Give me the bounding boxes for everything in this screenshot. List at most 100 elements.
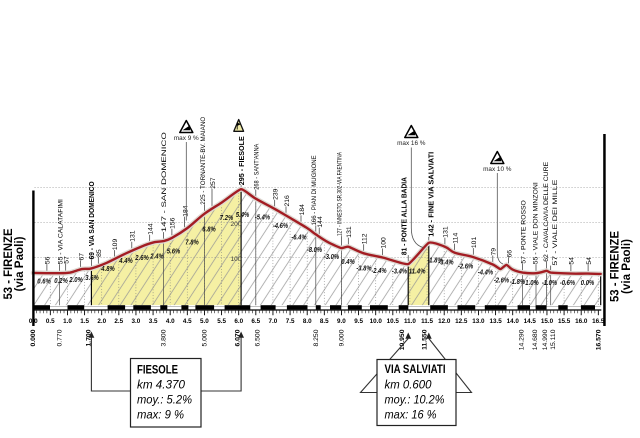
svg-text:-0.6%: -0.6% (560, 278, 576, 287)
svg-text:144: 144 (148, 223, 155, 235)
svg-text:239: 239 (273, 188, 280, 200)
svg-text:147 - SAN DOMENICO: 147 - SAN DOMENICO (161, 132, 168, 232)
svg-text:-2.6%: -2.6% (458, 262, 474, 271)
svg-text:max 16 %: max 16 % (397, 140, 426, 147)
svg-text:53 - FIRENZE: 53 - FIRENZE (3, 228, 15, 299)
svg-text:-2.4%: -2.4% (371, 266, 387, 275)
svg-text:km 0.600: km 0.600 (385, 377, 432, 391)
svg-text:11.0: 11.0 (404, 318, 416, 325)
svg-text:-3.4%: -3.4% (438, 258, 454, 267)
svg-text:62 - CAVALCAVIA DELLE CURE: 62 - CAVALCAVIA DELLE CURE (543, 161, 550, 261)
svg-text:5.5: 5.5 (217, 318, 226, 325)
svg-text:54: 54 (586, 257, 593, 265)
svg-text:3.5: 3.5 (149, 318, 158, 325)
svg-text:166 - PIAN DI MUGNONE: 166 - PIAN DI MUGNONE (311, 155, 318, 225)
svg-text:1.5: 1.5 (80, 318, 89, 325)
svg-text:295 - FIESOLE: 295 - FIESOLE (239, 136, 246, 185)
svg-text:-6.4%: -6.4% (291, 233, 307, 242)
svg-text:km 4.370: km 4.370 (137, 378, 185, 392)
svg-text:9.0: 9.0 (337, 318, 346, 325)
svg-text:81 - PONTE ALLA BADIA: 81 - PONTE ALLA BADIA (402, 177, 409, 255)
svg-text:11.550: 11.550 (421, 329, 428, 350)
svg-text:200: 200 (230, 221, 241, 228)
svg-text:14.990: 14.990 (542, 329, 549, 350)
svg-text:127 - INNESTO SR.302-VIA FAENT: 127 - INNESTO SR.302-VIA FAENTINA (336, 152, 343, 236)
svg-text:114: 114 (452, 233, 459, 244)
svg-text:-3.8%: -3.8% (356, 264, 372, 273)
svg-text:-1.0%: -1.0% (542, 278, 558, 287)
svg-text:6.0: 6.0 (234, 318, 243, 325)
svg-text:4.4%: 4.4% (118, 256, 133, 265)
svg-text:9.000: 9.000 (338, 329, 345, 346)
svg-text:moy.: 5.2%: moy.: 5.2% (137, 393, 192, 407)
svg-text:6.070: 6.070 (235, 329, 242, 346)
svg-text:1.0: 1.0 (63, 318, 72, 325)
svg-text:12.0: 12.0 (438, 318, 451, 325)
svg-text:3.0: 3.0 (132, 318, 141, 325)
svg-text:-4.6%: -4.6% (273, 221, 289, 230)
svg-text:15.0: 15.0 (541, 318, 554, 325)
svg-text:13.5: 13.5 (489, 318, 502, 325)
svg-text:0.0%: 0.0% (581, 278, 595, 287)
svg-text:10.950: 10.950 (399, 329, 406, 350)
svg-text:6.500: 6.500 (254, 329, 261, 346)
svg-text:4.5: 4.5 (183, 318, 192, 325)
svg-text:184: 184 (182, 205, 189, 217)
svg-text:0.5: 0.5 (46, 318, 55, 325)
svg-text:3.800: 3.800 (160, 329, 167, 346)
svg-text:-1.8%: -1.8% (510, 277, 526, 286)
svg-text:max: 16 %: max: 16 % (385, 407, 437, 421)
svg-text:10.5: 10.5 (387, 318, 400, 325)
svg-text:1.700: 1.700 (85, 329, 92, 346)
svg-text:79: 79 (491, 248, 498, 256)
svg-text:14.290: 14.290 (519, 329, 526, 350)
svg-text:56: 56 (45, 256, 52, 264)
svg-text:144: 144 (317, 216, 324, 228)
svg-text:2.4%: 2.4% (149, 252, 164, 261)
svg-text:9.5: 9.5 (354, 318, 363, 325)
svg-text:131: 131 (443, 226, 450, 238)
svg-text:moy.: 10.2%: moy.: 10.2% (385, 392, 445, 406)
svg-text:100: 100 (230, 256, 241, 263)
svg-text:5.6%: 5.6% (167, 247, 181, 256)
svg-text:6.5: 6.5 (251, 318, 260, 325)
svg-text:14.0: 14.0 (507, 318, 520, 325)
svg-text:2.6%: 2.6% (134, 253, 149, 262)
svg-text:66: 66 (506, 250, 513, 258)
svg-text:VIA SALVIATI: VIA SALVIATI (385, 362, 446, 376)
svg-text:8.0: 8.0 (303, 318, 312, 325)
svg-text:11.4%: 11.4% (409, 267, 426, 276)
svg-text:142 - FINE VIA SALVIATI: 142 - FINE VIA SALVIATI (428, 152, 435, 237)
svg-text:-1.8%: -1.8% (427, 256, 443, 265)
svg-text:0.000: 0.000 (30, 329, 37, 346)
svg-text:(via Paoli): (via Paoli) (621, 239, 633, 294)
svg-text:16.0: 16.0 (575, 318, 588, 325)
svg-text:16.570: 16.570 (596, 329, 603, 350)
svg-text:109: 109 (112, 239, 119, 251)
svg-text:11.5: 11.5 (421, 318, 433, 325)
svg-text:57 - VIALE DEI MILLE: 57 - VIALE DEI MILLE (552, 179, 559, 266)
svg-text:101: 101 (471, 237, 478, 249)
svg-text:-3.0%: -3.0% (324, 252, 340, 261)
svg-text:2.0%: 2.0% (68, 275, 83, 284)
svg-text:100: 100 (380, 237, 387, 249)
svg-text:6.8%: 6.8% (202, 225, 216, 234)
svg-text:0.2%: 0.2% (54, 276, 68, 285)
svg-text:7.8%: 7.8% (185, 238, 199, 247)
svg-text:15.5: 15.5 (558, 318, 571, 325)
svg-text:4.0: 4.0 (166, 318, 175, 325)
svg-text:1.0%: 1.0% (525, 278, 539, 287)
svg-text:2.5: 2.5 (114, 318, 123, 325)
svg-text:-5.4%: -5.4% (255, 213, 271, 222)
svg-text:max 10 %: max 10 % (483, 166, 512, 173)
svg-text:112: 112 (362, 233, 369, 244)
svg-text:-8.0%: -8.0% (307, 245, 323, 254)
svg-text:8.5: 8.5 (320, 318, 329, 325)
svg-text:0.4%: 0.4% (341, 257, 355, 266)
svg-text:184: 184 (299, 204, 306, 216)
svg-text:max 9 %: max 9 % (174, 135, 199, 142)
svg-text:156: 156 (170, 217, 177, 229)
svg-text:5.000: 5.000 (201, 329, 208, 346)
svg-text:(via Paoli): (via Paoli) (14, 236, 26, 291)
svg-text:14.5: 14.5 (524, 318, 537, 325)
